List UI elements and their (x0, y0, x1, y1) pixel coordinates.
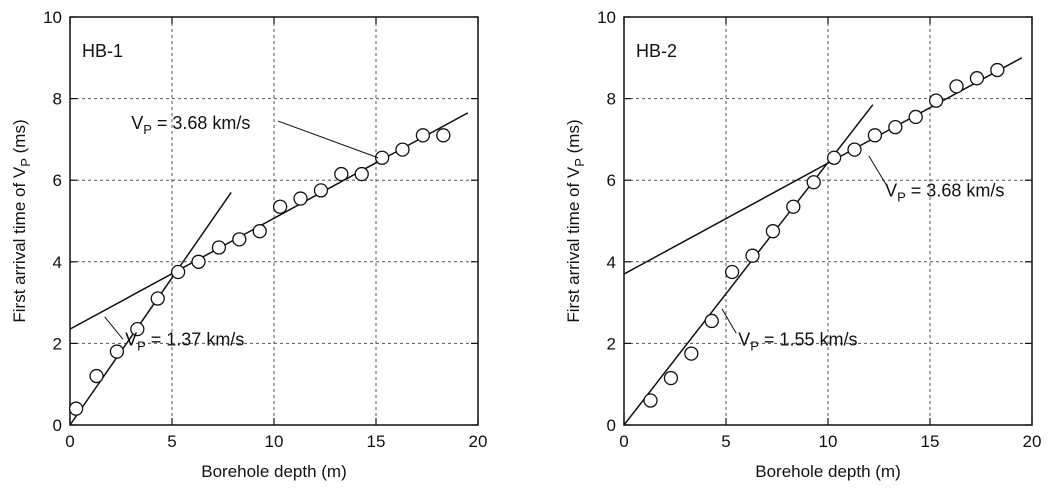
data-point (826, 150, 842, 165)
annotation-subscript: P (143, 122, 152, 137)
data-point (89, 368, 104, 384)
data-point (745, 248, 760, 263)
x-tick-label: 20 (1023, 432, 1042, 451)
x-tick-label: 0 (619, 432, 628, 451)
annotation-v: V (125, 329, 137, 349)
chart-panel-1: 0 5 10 15 20 0 2 4 6 8 10 Borehole depth (m) First a… (10, 8, 487, 481)
data-point (436, 128, 451, 143)
data-point (272, 199, 288, 214)
y-axis-label-unit: (ms) (564, 119, 583, 158)
velocity-annotation: VP = 1.37 km/s (125, 329, 244, 353)
data-point (888, 120, 903, 135)
y-axis-label-subscript: P (572, 158, 587, 167)
annotation-value: = 3.68 km/s (152, 113, 251, 133)
data-point (211, 240, 227, 255)
data-point (663, 370, 679, 386)
y-axis-label: First arrival time of VP (ms) (564, 119, 587, 322)
data-point (354, 166, 369, 182)
data-point (724, 264, 740, 280)
velocity-annotation: VP = 3.68 km/s (885, 181, 1004, 205)
data-point (191, 254, 206, 269)
y-tick-label: 4 (607, 253, 616, 272)
data-point (867, 128, 883, 143)
velocity-annotation: VP = 1.55 km/s (738, 329, 857, 353)
x-tick-label: 15 (367, 432, 386, 451)
chart-panel-2: 0 5 10 15 20 0 2 4 6 8 10 Borehole depth (m) First a… (564, 8, 1041, 481)
data-point (130, 321, 145, 337)
annotation-leader (721, 308, 737, 334)
data-point (908, 109, 923, 125)
x-axis-label: Borehole depth (m) (755, 462, 901, 481)
y-axis-label-unit: (ms) (10, 119, 29, 158)
y-axis-label: First arrival time of VP (ms) (10, 119, 33, 322)
data-point (990, 62, 1005, 78)
data-point (170, 264, 186, 280)
data-point (704, 313, 719, 329)
data-point (969, 71, 985, 86)
annotation-subscript: P (750, 338, 759, 353)
x-tick-label: 10 (819, 432, 838, 451)
data-point (395, 142, 410, 157)
data-point (150, 291, 165, 306)
data-point (68, 401, 84, 416)
data-point (847, 142, 862, 157)
data-point (252, 224, 267, 239)
annotation-v: V (885, 181, 897, 201)
data-point (786, 199, 801, 214)
x-tick-label: 0 (65, 432, 74, 451)
fit-line (69, 192, 232, 426)
data-point (643, 393, 658, 408)
y-axis-label-subscript: P (18, 158, 33, 167)
x-axis-label: Borehole depth (m) (201, 462, 347, 481)
y-tick-label: 10 (43, 8, 62, 27)
velocity-annotation: VP = 3.68 km/s (131, 113, 250, 137)
data-point (232, 232, 247, 247)
y-tick-label: 2 (53, 334, 62, 353)
y-axis-label-main: First arrival time of V (564, 166, 583, 323)
x-tick-label: 15 (921, 432, 940, 451)
y-tick-label: 8 (53, 90, 62, 109)
x-tick-label: 5 (167, 432, 176, 451)
data-point (415, 128, 431, 143)
x-tick-label: 5 (721, 432, 730, 451)
fit-line (623, 57, 1023, 275)
annotation-v: V (738, 329, 750, 349)
x-tick-label: 20 (469, 432, 488, 451)
y-axis-label-main: First arrival time of V (10, 166, 29, 323)
annotation-value: = 1.55 km/s (759, 329, 858, 349)
x-tick-label: 10 (265, 432, 284, 451)
annotation-leader (868, 155, 888, 187)
data-point (928, 93, 944, 108)
data-point (109, 344, 125, 359)
annotation-v: V (131, 113, 143, 133)
data-point (293, 191, 308, 206)
data-point (374, 150, 390, 165)
panel-label: HB-1 (82, 41, 123, 61)
annotation-subscript: P (897, 190, 906, 205)
data-point (806, 175, 821, 190)
y-tick-label: 8 (607, 90, 616, 109)
data-point (684, 346, 699, 361)
y-tick-label: 0 (607, 416, 616, 435)
y-tick-label: 4 (53, 253, 62, 272)
y-tick-label: 6 (607, 171, 616, 190)
annotation-subscript: P (137, 338, 146, 353)
data-point (313, 183, 329, 198)
annotation-leader (104, 316, 124, 340)
data-point (949, 79, 964, 94)
annotation-value: = 3.68 km/s (906, 181, 1005, 201)
annotation-leader (277, 120, 379, 159)
data-point (334, 166, 349, 182)
y-tick-label: 0 (53, 416, 62, 435)
annotation-value: = 1.37 km/s (146, 329, 245, 349)
y-tick-label: 2 (607, 334, 616, 353)
panel-label: HB-2 (636, 41, 677, 61)
y-tick-label: 10 (597, 8, 616, 27)
data-point (765, 224, 781, 239)
y-tick-label: 6 (53, 171, 62, 190)
